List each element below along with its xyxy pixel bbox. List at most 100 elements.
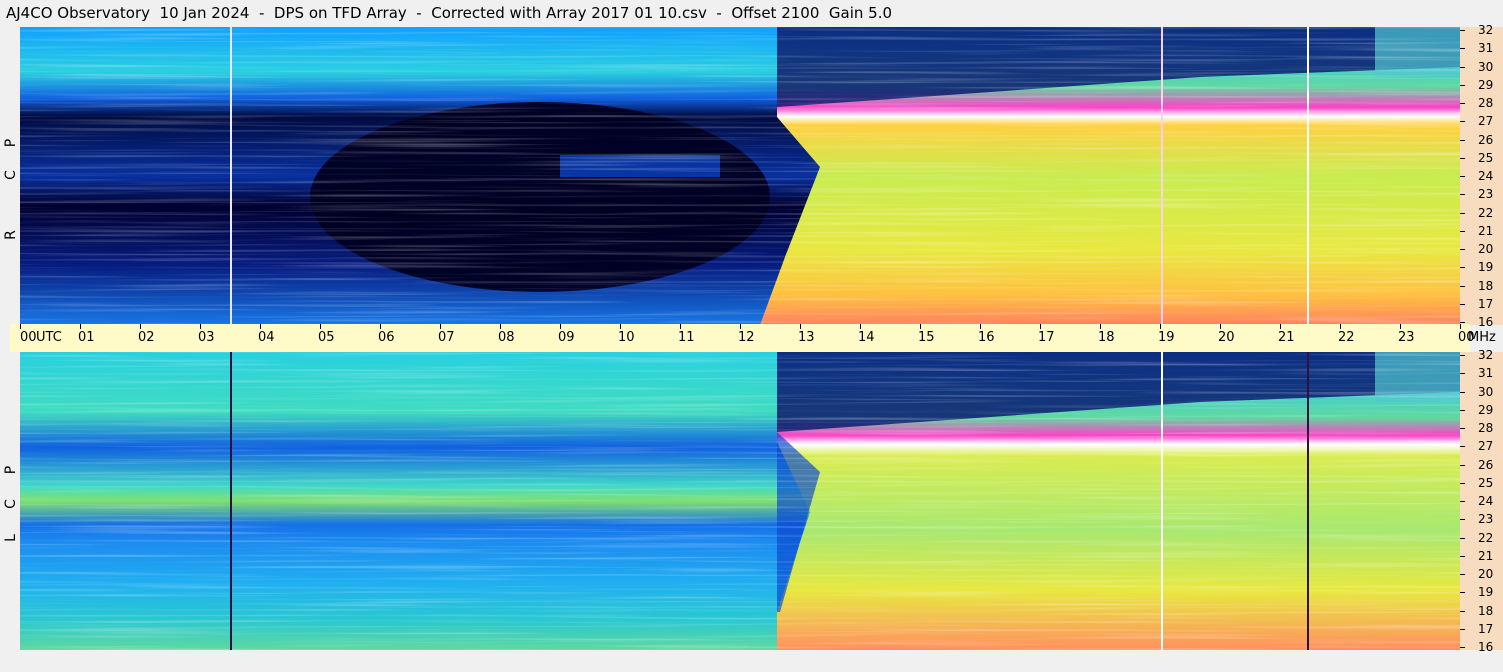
mhz-tick [1460, 212, 1465, 214]
mhz-tick-label: 21 [1478, 223, 1494, 238]
rcp-mhz-axis: 16 17 18 19 20 21 22 23 24 25 26 27 28 29 30 31 32 [1460, 24, 1503, 329]
mhz-tick [1460, 610, 1465, 612]
time-tick [860, 324, 861, 329]
time-tick-label: 03 [198, 330, 215, 345]
mhz-tick-label: 28 [1478, 96, 1494, 110]
time-tick [1460, 324, 1461, 329]
mhz-tick [1460, 84, 1465, 86]
mhz-tick [1460, 409, 1465, 411]
time-tick [200, 324, 201, 329]
mhz-tick [1460, 249, 1465, 250]
time-tick-label: 11 [678, 330, 695, 345]
rcp-letter-1: R [3, 230, 19, 240]
mhz-tick [1460, 139, 1465, 141]
time-tick-label: 04 [258, 330, 275, 345]
time-tick-label: 23 [1398, 330, 1415, 345]
time-tick [560, 324, 561, 329]
mhz-tick-label: 31 [1478, 366, 1494, 381]
time-unit-label: UTC [36, 330, 62, 345]
time-tick [1280, 324, 1281, 329]
mhz-tick-label: 23 [1478, 187, 1494, 202]
mhz-tick-label: 22 [1478, 205, 1494, 220]
mhz-tick-label: 26 [1478, 132, 1494, 147]
time-tick-label: 00 [20, 330, 37, 345]
mhz-tick [1460, 501, 1465, 502]
lcp-spectrogram [20, 352, 1460, 650]
time-tick-label: 20 [1218, 330, 1235, 345]
time-tick [1220, 324, 1221, 329]
time-tick-label: 16 [978, 330, 995, 345]
lcp-label: L C P [3, 352, 19, 650]
mhz-tick-label: 29 [1478, 402, 1494, 417]
mhz-tick-label: 20 [1478, 242, 1494, 256]
mhz-tick-label: 20 [1478, 567, 1494, 581]
mhz-tick [1460, 647, 1465, 648]
time-tick-label: 13 [798, 330, 815, 345]
mhz-tick-label: 26 [1478, 457, 1494, 472]
mhz-tick-label: 24 [1478, 169, 1494, 183]
rcp-spectrogram [20, 27, 1460, 325]
time-tick [320, 324, 321, 329]
mhz-tick-label: 16 [1478, 315, 1494, 329]
mhz-tick-label: 21 [1478, 548, 1494, 563]
time-tick-label: 18 [1098, 330, 1115, 345]
mhz-tick-label: 24 [1478, 494, 1494, 508]
time-tick [620, 324, 621, 329]
time-tick [440, 324, 441, 329]
mhz-tick-label: 18 [1478, 278, 1494, 293]
time-tick [260, 324, 261, 329]
time-tick-label: 14 [858, 330, 875, 345]
time-tick-label: 08 [498, 330, 515, 345]
time-tick-label: 05 [318, 330, 335, 345]
time-tick-label: 00 [1458, 330, 1475, 345]
time-tick-label: 02 [138, 330, 155, 345]
time-tick [20, 324, 21, 329]
mhz-tick [1460, 391, 1465, 393]
rcp-label: R C P [3, 27, 19, 325]
time-tick-label: 06 [378, 330, 395, 345]
time-tick [740, 324, 741, 329]
time-tick [680, 324, 681, 329]
mhz-tick-label: 19 [1478, 260, 1494, 275]
mhz-tick [1460, 628, 1465, 630]
time-tick-label: 17 [1038, 330, 1055, 345]
mhz-tick [1460, 355, 1465, 356]
time-tick-label: 07 [438, 330, 455, 345]
mhz-tick [1460, 176, 1465, 177]
time-tick [500, 324, 501, 329]
lcp-mhz-axis: 16 17 18 19 20 21 22 23 24 25 26 27 28 29 30 31 32 [1460, 348, 1503, 653]
mhz-tick-label: 27 [1478, 439, 1494, 454]
mhz-tick-label: 17 [1478, 621, 1494, 636]
mhz-tick [1460, 230, 1465, 232]
mhz-tick [1460, 66, 1465, 68]
mhz-tick [1460, 592, 1465, 594]
mhz-tick-label: 29 [1478, 77, 1494, 92]
mhz-tick-label: 25 [1478, 150, 1494, 165]
time-tick-label: 15 [918, 330, 935, 345]
time-tick-label: 10 [618, 330, 635, 345]
time-tick [380, 324, 381, 329]
time-tick [1340, 324, 1341, 329]
time-tick-label: 19 [1158, 330, 1175, 345]
mhz-tick [1460, 428, 1465, 429]
time-tick [140, 324, 141, 329]
chart-title: AJ4CO Observatory 10 Jan 2024 - DPS on T… [6, 4, 893, 22]
mhz-tick-label: 28 [1478, 421, 1494, 435]
mhz-tick [1460, 121, 1465, 123]
mhz-tick-label: 18 [1478, 603, 1494, 618]
mhz-tick [1460, 482, 1465, 484]
mhz-tick [1460, 30, 1465, 31]
time-tick [80, 324, 81, 329]
mhz-tick-label: 32 [1478, 348, 1494, 362]
mhz-tick [1460, 519, 1465, 521]
time-tick-label: 09 [558, 330, 575, 345]
mhz-tick-label: 25 [1478, 475, 1494, 490]
freq-unit-label: MHz [1468, 330, 1496, 345]
lcp-letter-2: C [3, 499, 19, 509]
mhz-tick [1460, 194, 1465, 196]
mhz-tick [1460, 157, 1465, 159]
mhz-tick [1460, 103, 1465, 104]
rcp-letter-2: C [3, 170, 19, 180]
time-tick [920, 324, 921, 329]
mhz-tick [1460, 285, 1465, 287]
